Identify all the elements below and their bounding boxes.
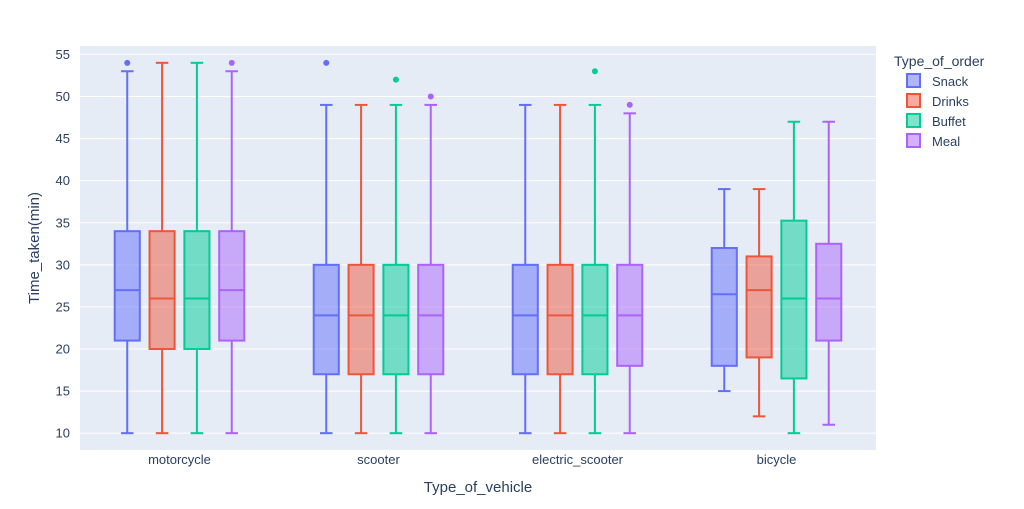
gridlines: [80, 53, 876, 434]
x-tick-label: bicycle: [757, 452, 797, 467]
y-tick-label: 35: [56, 215, 70, 230]
box-buffet-bicycle: [780, 120, 808, 435]
outlier-point: [124, 59, 131, 66]
x-tick-labels: motorcycle scooter electric_scooter bicycle: [148, 452, 796, 467]
outlier-point: [626, 101, 633, 108]
outlier-point: [323, 59, 330, 66]
y-axis-title: Time_taken(min): [26, 192, 43, 304]
box-iqr: [780, 219, 808, 380]
box-iqr: [382, 263, 410, 376]
x-axis-title: Type_of_vehicle: [424, 479, 532, 496]
box-meal-electric_scooter: [616, 101, 644, 435]
box-iqr: [581, 263, 609, 376]
x-tick-label: electric_scooter: [532, 452, 624, 467]
y-tick-label: 10: [56, 426, 70, 441]
y-tick-label: 55: [56, 47, 70, 62]
legend-swatch: [906, 73, 921, 88]
box-iqr: [511, 263, 539, 376]
y-tick-label: 25: [56, 299, 70, 314]
y-tick-label: 15: [56, 384, 70, 399]
outlier-point: [591, 68, 598, 75]
y-tick-labels: 10 15 20 25 30 35 40 45 50 55: [56, 47, 70, 441]
legend-item-drinks: Drinks: [906, 93, 969, 109]
legend-label: Snack: [932, 74, 969, 89]
box-iqr: [113, 230, 141, 342]
box-iqr: [183, 230, 211, 351]
box-meal-bicycle: [815, 120, 843, 426]
plot-background: [80, 46, 876, 450]
box-snack-motorcycle: [113, 59, 141, 435]
box-iqr: [218, 230, 246, 342]
y-tick-label: 50: [56, 89, 70, 104]
legend-label: Drinks: [932, 94, 969, 109]
y-tick-label: 40: [56, 173, 70, 188]
box-iqr: [417, 263, 445, 376]
box-buffet-scooter: [382, 76, 410, 435]
legend-swatch: [906, 113, 921, 128]
legend-item-buffet: Buffet: [906, 113, 966, 129]
box-iqr: [815, 242, 843, 342]
legend-item-snack: Snack: [906, 73, 969, 89]
legend-item-meal: Meal: [906, 133, 960, 149]
box-drinks-electric_scooter: [546, 103, 574, 435]
box-iqr: [347, 263, 375, 376]
box-meal-motorcycle: [218, 59, 246, 435]
y-tick-label: 20: [56, 342, 70, 357]
legend-label: Meal: [932, 134, 960, 149]
box-iqr: [710, 247, 738, 367]
box-snack-bicycle: [710, 188, 738, 393]
y-tick-label: 30: [56, 257, 70, 272]
y-tick-label: 45: [56, 131, 70, 146]
box-drinks-bicycle: [745, 188, 773, 418]
legend-label: Buffet: [932, 114, 966, 129]
box-iqr: [312, 263, 340, 376]
outlier-point: [228, 59, 235, 66]
box-drinks-motorcycle: [148, 61, 176, 435]
x-tick-label: motorcycle: [148, 452, 211, 467]
box-iqr: [546, 263, 574, 376]
box-iqr: [745, 255, 773, 359]
box-buffet-electric_scooter: [581, 68, 609, 435]
outlier-point: [392, 76, 399, 83]
legend: Type_of_order Snack Drinks Buffet Meal: [894, 53, 985, 149]
legend-swatch: [906, 93, 921, 108]
box-snack-scooter: [312, 59, 340, 435]
box-traces: [113, 59, 843, 435]
box-drinks-scooter: [347, 103, 375, 435]
box-meal-scooter: [417, 93, 445, 435]
outlier-point: [427, 93, 434, 100]
box-buffet-motorcycle: [183, 61, 211, 435]
legend-title: Type_of_order: [894, 53, 985, 69]
x-tick-label: scooter: [357, 452, 400, 467]
box-snack-electric_scooter: [511, 103, 539, 435]
box-iqr: [148, 230, 176, 351]
legend-swatch: [906, 133, 921, 148]
